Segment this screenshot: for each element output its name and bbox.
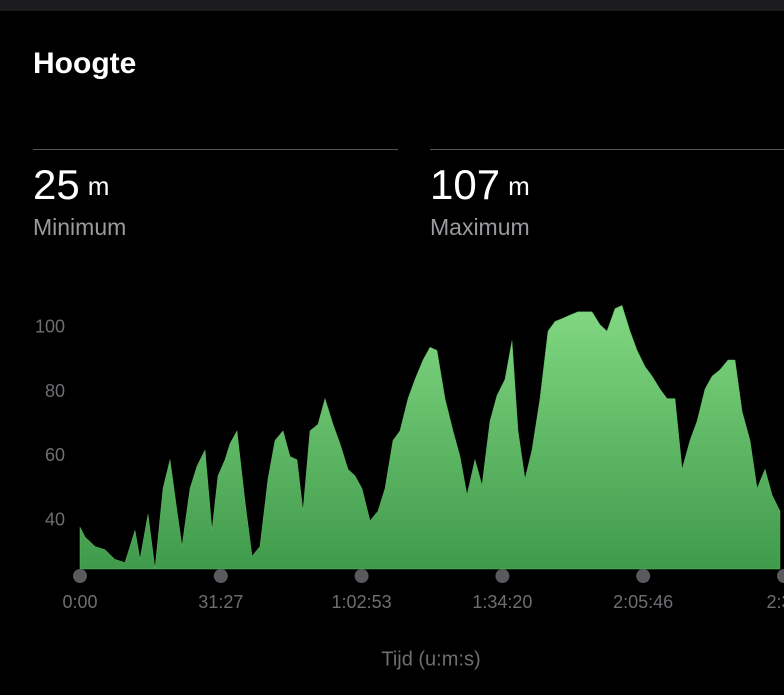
x-tick-label: 1:34:20: [472, 592, 532, 612]
x-tick-label: 0:00: [62, 592, 97, 612]
x-tick-dot: [354, 569, 369, 583]
stat-label: Maximum: [430, 214, 530, 240]
x-tick-dot: [73, 569, 87, 583]
stat-value: 25: [33, 161, 80, 208]
y-tick-label: 40: [45, 510, 65, 530]
x-tick-label: 31:27: [198, 592, 243, 612]
x-tick-dot: [495, 569, 510, 583]
x-tick-label: 1:02:53: [332, 592, 392, 612]
x-tick-dot: [636, 569, 651, 583]
top-bar: [0, 0, 784, 11]
x-tick-dot: [777, 569, 784, 583]
x-tick-label: 2:37: [766, 592, 784, 612]
area: [79, 305, 781, 570]
stat-unit: m: [508, 171, 530, 201]
y-tick-label: 80: [45, 381, 65, 401]
stat-label: Minimum: [33, 214, 126, 240]
title: Hoogte: [33, 47, 136, 80]
stat: 107 m: [430, 161, 530, 208]
y-tick-label: 100: [35, 317, 65, 337]
x-tick-label: 2:05:46: [613, 592, 673, 612]
stat: 25 m: [33, 161, 109, 208]
stat-value: 107: [430, 161, 500, 208]
y-tick-label: 60: [45, 445, 65, 465]
stat-unit: m: [88, 171, 110, 201]
x-tick-dot: [213, 569, 228, 583]
x-axis-title: Tijd (u:m:s): [381, 648, 480, 670]
